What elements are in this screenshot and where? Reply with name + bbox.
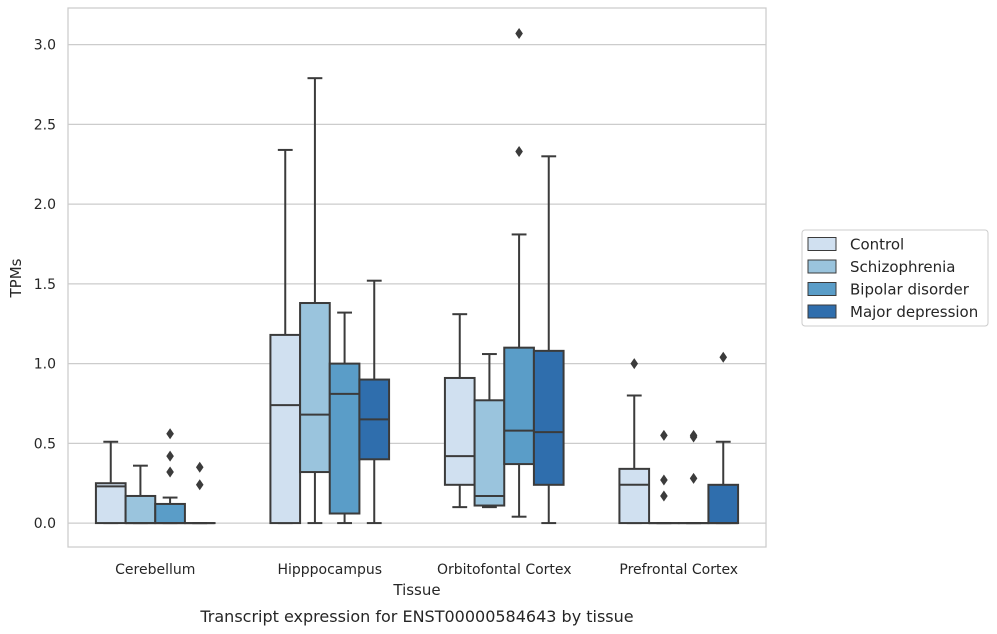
y-axis-title: TPMs <box>7 258 25 298</box>
x-tick-label: Cerebellum <box>115 562 195 578</box>
iqr-box <box>154 502 186 525</box>
outlier-point <box>660 490 668 502</box>
iqr-box <box>269 333 302 525</box>
outlier-point <box>166 466 174 478</box>
iqr-box <box>94 482 127 525</box>
x-axis-title: Tissue <box>392 581 440 599</box>
iqr-box <box>299 302 331 474</box>
legend-swatch <box>807 259 837 274</box>
outlier-point <box>660 474 668 486</box>
y-tick-label: 1.5 <box>34 277 56 293</box>
box-group <box>124 464 157 525</box>
y-tick-label: 2.0 <box>34 197 56 213</box>
outlier-point <box>689 429 698 441</box>
outlier-point <box>166 428 174 440</box>
outlier-point <box>195 479 204 491</box>
box-group <box>328 311 361 525</box>
iqr-box <box>503 346 535 466</box>
legend: Control Schizophrenia Bipolar disorder Majo… <box>801 229 989 327</box>
x-tick-label: Hipppocampus <box>277 562 382 578</box>
iqr-box <box>473 399 506 507</box>
outlier-point <box>515 146 523 158</box>
box-group <box>503 28 535 518</box>
y-tick-label: 0.0 <box>34 516 56 532</box>
iqr-box <box>443 376 476 486</box>
y-tick-label: 0.5 <box>34 436 56 452</box>
box-series <box>94 28 740 525</box>
outlier-point <box>719 351 728 363</box>
box-group <box>299 77 331 525</box>
box-group <box>358 279 391 525</box>
outlier-point <box>515 28 523 40</box>
chart-caption: Transcript expression for ENST0000058464… <box>199 607 633 626</box>
box-group <box>94 440 127 525</box>
plot-frame <box>67 7 767 548</box>
y-tick-label: 1.0 <box>34 357 56 373</box>
legend-swatch <box>807 304 837 319</box>
iqr-box <box>328 362 361 515</box>
outlier-point <box>195 461 204 473</box>
legend-label: Control <box>850 236 904 254</box>
legend-swatch <box>807 237 837 251</box>
box-group <box>443 313 476 509</box>
box-group <box>154 428 186 525</box>
y-tick-label: 3.0 <box>34 38 56 54</box>
iqr-box <box>124 494 157 525</box>
y-tick-labels: 0.0 0.5 1.0 1.5 2.0 2.5 3.0 <box>34 38 56 532</box>
box-group <box>183 461 216 525</box>
iqr-box <box>618 467 651 525</box>
iqr-box <box>707 483 740 525</box>
x-tick-label: Orbitofontal Cortex <box>437 562 572 578</box>
box-group <box>473 353 506 509</box>
outlier-point <box>660 429 668 441</box>
box-group <box>269 148 302 525</box>
grid-lines <box>68 44 766 524</box>
box-group <box>532 155 565 525</box>
box-group <box>707 351 740 525</box>
outlier-point <box>689 472 698 484</box>
x-tick-labels: Cerebellum Hipppocampus Orbitofontal Corte… <box>115 562 738 578</box>
box-group <box>677 429 710 525</box>
outlier-point <box>166 450 174 462</box>
box-group <box>618 358 651 525</box>
x-tick-label: Prefrontal Cortex <box>619 562 738 578</box>
y-tick-label: 2.5 <box>34 117 56 133</box>
legend-swatch <box>807 282 837 296</box>
legend-label: Bipolar disorder <box>850 281 970 299</box>
outlier-point <box>630 358 639 370</box>
legend-frame <box>801 229 989 327</box>
legend-label: Schizophrenia <box>850 258 955 276</box>
legend-label: Major depression <box>850 303 978 321</box>
iqr-box <box>532 349 565 486</box>
